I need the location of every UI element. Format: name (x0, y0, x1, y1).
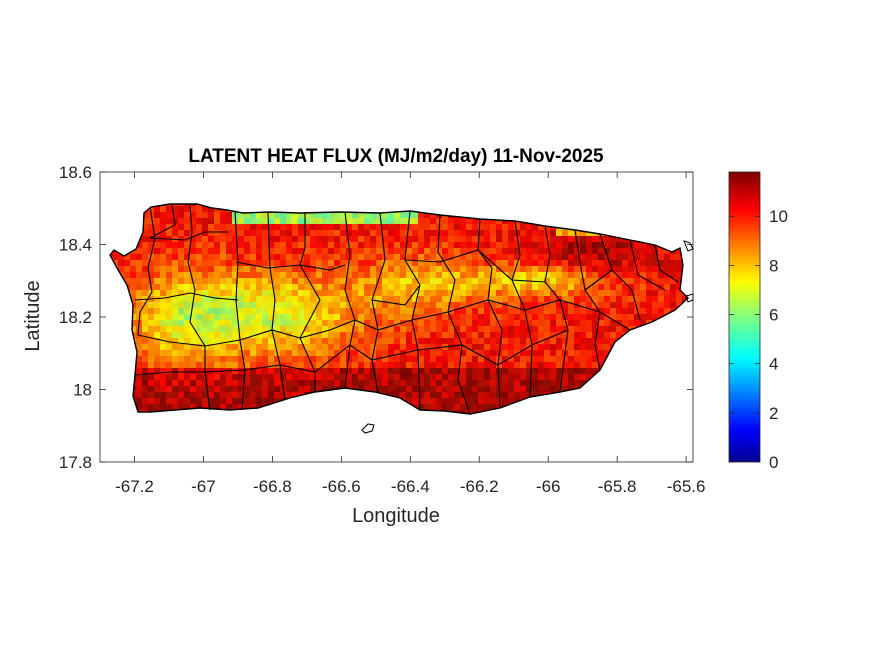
y-axis-label: Latitude (22, 280, 44, 351)
y-tick-label: 18 (73, 381, 92, 400)
offshore-islets (361, 240, 694, 434)
municipality-boundary (299, 264, 321, 392)
x-tick-label: -66.2 (460, 477, 499, 496)
municipality-boundaries (134, 203, 679, 415)
municipality-boundary (599, 233, 641, 321)
municipality-boundary (629, 239, 666, 291)
municipality-boundary (234, 210, 246, 411)
municipality-boundary (544, 225, 569, 393)
y-tick-label: 18.2 (59, 308, 92, 327)
colorbar-tick-label: 0 (769, 453, 778, 472)
x-tick-label: -67.2 (115, 477, 154, 496)
y-tick-label: 17.8 (59, 453, 92, 472)
municipality-boundary (267, 212, 286, 401)
colorbar (728, 171, 761, 463)
municipality-boundary (149, 203, 176, 239)
municipality-boundary (404, 210, 421, 411)
municipality-boundary (187, 205, 211, 411)
chart-title: LATENT HEAT FLUX (MJ/m2/day) 11-Nov-2025 (188, 146, 604, 167)
municipality-boundary (299, 213, 306, 266)
colorbar-tick-label: 2 (769, 404, 778, 423)
municipality-boundary (404, 249, 546, 283)
colorbar-tick-label: 10 (769, 207, 788, 226)
island-coastline (109, 203, 690, 415)
municipality-boundary (511, 220, 533, 398)
x-tick-label: -65.8 (598, 477, 637, 496)
municipality-boundary (134, 292, 239, 301)
colorbar-ticks: 0 2 4 6 8 10 (729, 207, 788, 472)
x-tick-label: -66 (536, 477, 561, 496)
municipality-boundary (584, 269, 613, 291)
x-tick-label: -66.4 (391, 477, 430, 496)
municipality-boundary (574, 229, 601, 371)
islet-east (685, 293, 694, 303)
municipality-boundary (344, 211, 356, 389)
municipality-boundary (371, 284, 421, 306)
colorbar-tick-label: 8 (769, 256, 778, 275)
x-tick-label: -67 (191, 477, 216, 496)
municipality-boundary (137, 299, 631, 347)
municipality-boundary (654, 244, 679, 283)
municipality-boundary (134, 329, 569, 376)
x-tick-label: -65.6 (667, 477, 706, 496)
x-tick-label: -66.8 (253, 477, 292, 496)
municipality-boundary (137, 206, 156, 336)
municipality-boundary (371, 212, 386, 393)
colorbar-tick-label: 6 (769, 306, 778, 325)
x-axis-ticks: -67.2 -67 -66.8 -66.6 -66.4 -66.2 -66 -65.8 -65.… (115, 172, 705, 496)
x-axis-label: Longitude (352, 505, 440, 527)
islet-northeast (683, 240, 694, 252)
x-tick-label: -66.6 (322, 477, 361, 496)
islet-caja-de-muertos (361, 423, 375, 434)
municipality-boundary (149, 231, 228, 241)
y-axis-ticks: 17.8 18 18.2 18.4 18.6 (59, 163, 693, 472)
colorbar-tick-label: 4 (769, 355, 778, 374)
y-tick-label: 18.4 (59, 236, 92, 255)
y-tick-label: 18.6 (59, 163, 92, 182)
